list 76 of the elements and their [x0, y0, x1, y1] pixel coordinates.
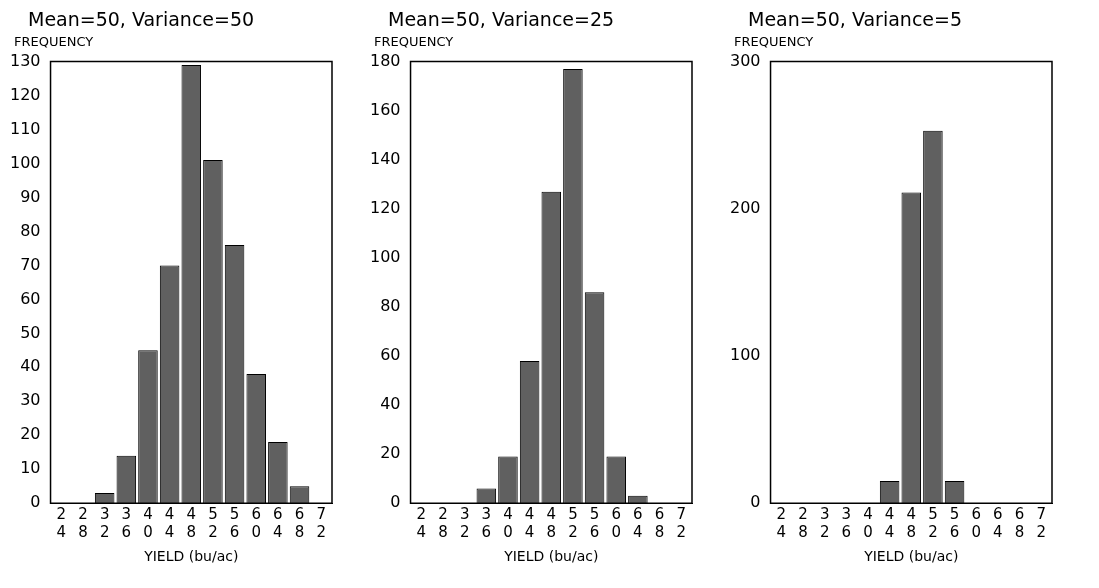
x-tick-label: 32	[99, 505, 110, 542]
x-tick-label: 72	[676, 505, 686, 542]
x-tick-label: 24	[416, 505, 427, 542]
y-tick-label: 60	[380, 345, 401, 365]
y-tick-label: 300	[729, 50, 761, 70]
x-tick-label: 28	[798, 505, 808, 542]
x-tick-label: 52	[928, 505, 938, 542]
x-tick-label: 68	[294, 505, 305, 542]
x-axis-title: YIELD (bu/ac)	[503, 548, 599, 565]
x-tick-label: 56	[589, 505, 600, 542]
x-tick-label: 40	[503, 505, 513, 542]
y-tick-label: 130	[9, 50, 41, 70]
x-tick-label: 28	[438, 505, 448, 542]
y-tick-label: 40	[20, 356, 41, 376]
x-tick-label: 44	[524, 505, 535, 542]
y-tick-label: 110	[9, 118, 41, 138]
chart-title: Mean=50, Variance=50	[27, 8, 256, 32]
y-tick-label: 50	[20, 322, 41, 342]
chart-title: Mean=50, Variance=5	[747, 8, 964, 32]
x-tick-label: 32	[819, 505, 830, 542]
y-tick-label: 0	[30, 492, 41, 512]
y-tick-label: 90	[20, 186, 41, 206]
x-tick-label: 24	[56, 505, 67, 542]
x-axis-title: YIELD (bu/ac)	[863, 548, 959, 565]
x-tick-label: 48	[906, 505, 917, 542]
y-tick-label: 120	[369, 197, 401, 217]
x-tick-label: 32	[459, 505, 470, 542]
x-tick-label: 52	[208, 505, 218, 542]
x-tick-label: 52	[568, 505, 578, 542]
y-tick-label: 100	[369, 247, 401, 267]
x-tick-label: 44	[164, 505, 175, 542]
x-tick-label: 44	[884, 505, 895, 542]
y-tick-label: 0	[390, 492, 401, 512]
y-tick-label: 100	[9, 152, 41, 172]
y-tick-label: 20	[380, 443, 401, 463]
y-axis-title: FREQUENCY	[13, 34, 95, 50]
y-tick-label: 30	[20, 390, 41, 410]
y-tick-label: 200	[729, 197, 761, 217]
x-tick-label: 60	[611, 505, 621, 542]
y-tick-label: 60	[20, 288, 41, 308]
x-tick-label: 68	[1014, 505, 1025, 542]
x-tick-label: 72	[1036, 505, 1046, 542]
x-tick-label: 36	[841, 505, 852, 542]
x-tick-label: 40	[143, 505, 153, 542]
chart-title: Mean=50, Variance=25	[387, 8, 616, 32]
x-tick-label: 40	[863, 505, 873, 542]
x-tick-label: 28	[78, 505, 88, 542]
x-tick-label: 24	[776, 505, 787, 542]
x-tick-label: 36	[481, 505, 492, 542]
x-tick-label: 36	[121, 505, 132, 542]
x-tick-label: 64	[273, 505, 283, 542]
y-axis-title: FREQUENCY	[373, 34, 455, 50]
y-tick-label: 100	[729, 345, 761, 365]
x-tick-label: 64	[993, 505, 1003, 542]
y-tick-label: 20	[20, 424, 41, 444]
y-tick-label: 160	[369, 99, 401, 119]
y-tick-label: 40	[380, 394, 401, 414]
y-tick-label: 80	[20, 220, 41, 240]
x-tick-label: 48	[186, 505, 197, 542]
y-tick-label: 120	[9, 84, 41, 104]
y-tick-label: 70	[20, 254, 41, 274]
x-tick-label: 48	[546, 505, 557, 542]
y-tick-label: 140	[369, 148, 401, 168]
x-tick-label: 56	[949, 505, 960, 542]
y-tick-label: 0	[750, 492, 761, 512]
x-tick-label: 60	[971, 505, 981, 542]
x-tick-label: 68	[654, 505, 665, 542]
y-tick-label: 80	[380, 296, 401, 316]
y-tick-label: 10	[20, 458, 41, 478]
y-axis-title: FREQUENCY	[733, 34, 815, 50]
x-tick-label: 56	[229, 505, 240, 542]
x-tick-label: 72	[316, 505, 326, 542]
x-tick-label: 60	[251, 505, 261, 542]
x-axis-title: YIELD (bu/ac)	[143, 548, 239, 565]
y-tick-label: 180	[369, 50, 401, 70]
x-tick-label: 64	[633, 505, 643, 542]
